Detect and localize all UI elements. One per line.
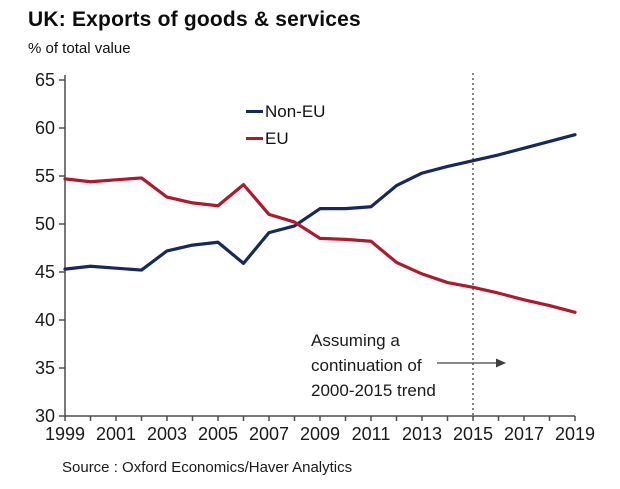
legend-label-eu: EU (265, 128, 289, 148)
source-caption: Source : Oxford Economics/Haver Analytic… (62, 459, 353, 476)
legend-item-eu: EU (246, 125, 325, 152)
non-eu-line-swatch-icon (246, 110, 263, 113)
page-title: UK: Exports of goods & services (28, 8, 361, 31)
annotation-line-1: Assuming a (311, 331, 400, 350)
y-axis-tick-label: 30 (35, 406, 55, 426)
eu-line-swatch-icon (246, 137, 263, 140)
x-axis-tick-label: 2015 (453, 424, 493, 444)
axis-unit-label: % of total value (28, 40, 131, 57)
x-axis-tick-label: 2005 (198, 424, 238, 444)
y-axis-tick-label: 35 (35, 358, 55, 378)
x-axis-tick-label: 2017 (504, 424, 544, 444)
non-eu-series-line (63, 133, 577, 272)
annotation-line-3: 2000-2015 trend (311, 381, 436, 400)
annotation-arrow-head-icon (496, 358, 506, 368)
x-axis-tick-label: 2011 (352, 424, 391, 444)
y-axis-tick-label: 65 (35, 70, 55, 90)
annotation-line-2: continuation of (311, 356, 422, 375)
y-axis-tick-label: 40 (35, 310, 55, 330)
trend-annotation: Assuming a continuation of 2000-2015 tre… (311, 328, 436, 403)
x-axis-tick-label: 2019 (555, 424, 595, 444)
legend-item-non-eu: Non-EU (246, 98, 325, 125)
x-axis-tick-label: 2001 (96, 424, 136, 444)
eu-series-line (63, 176, 577, 314)
x-axis-tick-label: 2013 (402, 424, 442, 444)
x-axis-tick-label: 2007 (249, 424, 289, 444)
y-axis-tick-label: 60 (35, 118, 55, 138)
legend-label-non-eu: Non-EU (265, 101, 326, 121)
legend: Non-EU EU (246, 98, 325, 152)
y-axis-tick-label: 45 (35, 262, 55, 282)
x-axis-tick-label: 2009 (300, 424, 340, 444)
y-axis-tick-label: 50 (35, 214, 55, 234)
x-axis-tick-label: 1999 (45, 424, 85, 444)
x-axis-tick-label: 2003 (147, 424, 187, 444)
y-axis-tick-label: 55 (35, 166, 55, 186)
